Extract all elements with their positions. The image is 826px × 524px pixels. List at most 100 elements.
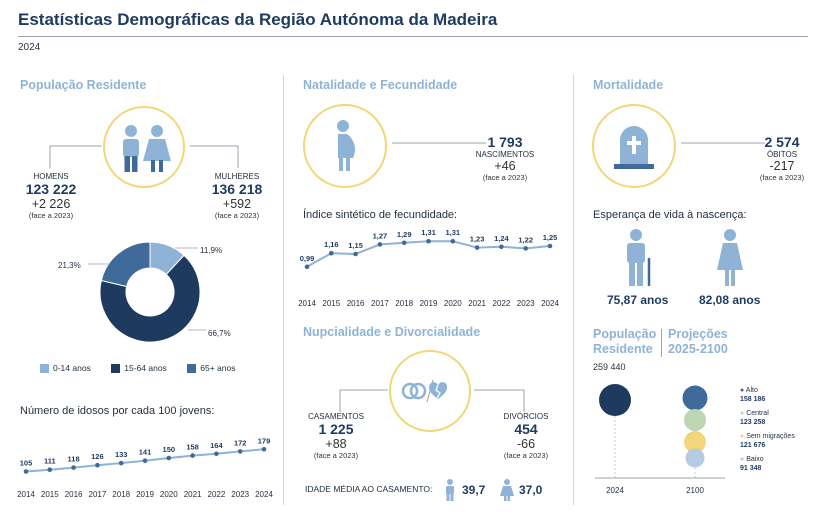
- donut-slice: [99, 254, 201, 343]
- projecoes-heading-a: População Residente: [593, 327, 656, 357]
- data-label: 158: [186, 443, 199, 452]
- populacao-connectors: [49, 145, 239, 168]
- x-tick-label: 2020: [444, 299, 462, 308]
- x-tick-label: 2022: [208, 490, 226, 499]
- column-divider-2: [573, 75, 574, 505]
- data-label: 1,29: [397, 230, 412, 239]
- legend-value: 158 186: [740, 396, 766, 403]
- column-divider-1: [283, 75, 284, 505]
- legend-dot: ●: [740, 387, 745, 394]
- obitos-note: (face a 2023): [759, 173, 805, 182]
- legend-dot: ●: [740, 433, 745, 440]
- projection-base-dot: [599, 384, 631, 416]
- legend-label: 65+ anos: [200, 363, 236, 373]
- legend-swatch: [40, 364, 49, 374]
- data-label: 1,31: [445, 228, 460, 237]
- projecoes-separator: [661, 329, 662, 357]
- age-legend: 0-14 anos 15-64 anos 65+ anos: [40, 358, 235, 376]
- legend-name: Sem migrações: [746, 433, 795, 440]
- pregnant-woman-icon: [303, 104, 387, 188]
- x-tick-label: 2024: [255, 490, 273, 499]
- mulheres-value: 136 218: [211, 181, 263, 197]
- mulheres-delta: +592: [222, 197, 252, 211]
- projection-dot: [683, 408, 707, 432]
- data-label: 1,23: [470, 235, 485, 244]
- donut-label: 21,3%: [58, 261, 81, 270]
- legend-dot: ●: [740, 410, 745, 417]
- x-tick-label: 2022: [493, 299, 511, 308]
- casamentos-delta: +88: [325, 437, 347, 451]
- data-label: 1,27: [373, 231, 388, 240]
- series-point: [142, 458, 148, 463]
- projecoes-heading-b: Projeções 2025-2100: [668, 327, 728, 357]
- series-point: [166, 455, 172, 461]
- header-divider: [18, 36, 808, 37]
- legend-central: ● Central 123 258: [740, 409, 795, 427]
- nupcialidade-connectors: [339, 389, 525, 412]
- data-label: 164: [210, 441, 223, 450]
- heading-a-line1: População: [593, 327, 657, 341]
- casamentos-block: CASAMENTOS 1 225 +88 (face a 2023): [301, 412, 371, 460]
- divorcios-delta: -66: [516, 437, 536, 451]
- projection-dot: [682, 385, 708, 411]
- homens-delta: +2 226: [31, 197, 71, 211]
- legend-label: 0-14 anos: [53, 363, 91, 373]
- nascimentos-label: NASCIMENTOS: [475, 150, 535, 159]
- x-tick-label: 2100: [686, 486, 704, 495]
- x-tick-label: 2020: [160, 490, 178, 499]
- man-icon: [446, 479, 454, 501]
- legend-item-0-14: 0-14 anos: [40, 363, 91, 374]
- nascimentos-value: 1 793: [487, 134, 523, 150]
- data-label: 1,24: [494, 234, 509, 243]
- x-tick-label: 2023: [517, 299, 535, 308]
- divorcios-note: (face a 2023): [503, 451, 549, 460]
- data-label: 1,25: [543, 233, 558, 242]
- mulheres-note: (face a 2023): [214, 211, 260, 220]
- obitos-label: ÓBITOS: [766, 150, 798, 159]
- isf-title: Índice sintético de fecundidade:: [303, 209, 458, 221]
- man-woman-icon: [103, 106, 185, 188]
- homens-label: HOMENS: [33, 172, 69, 181]
- x-tick-label: 2016: [65, 490, 83, 499]
- series-point: [304, 264, 310, 270]
- legend-baixo: ● Baixo 91 348: [740, 455, 795, 473]
- data-label: 1,22: [518, 235, 533, 244]
- series-point: [47, 467, 53, 472]
- elderly-woman-icon: [717, 229, 743, 286]
- mortalidade-heading: Mortalidade: [593, 78, 664, 92]
- idade-mulher-value: 37,0: [519, 483, 543, 497]
- esperanca-title: Esperança de vida à nascença:: [593, 209, 747, 221]
- tombstone-icon: [592, 104, 676, 188]
- legend-item-15-64: 15-64 anos: [111, 363, 167, 374]
- heading-a-line2: Residente: [593, 342, 653, 356]
- projections-chart: 2024 2100: [595, 384, 725, 495]
- rings-broken-heart-icon: [389, 350, 471, 432]
- legend-alto: ● Alto 158 186: [740, 386, 795, 404]
- page-year: 2024: [18, 42, 41, 53]
- legend-name: Central: [746, 410, 769, 417]
- casamentos-label: CASAMENTOS: [308, 412, 364, 421]
- legend-swatch: [111, 364, 121, 374]
- projection-dot: [684, 431, 706, 453]
- series-point: [118, 460, 124, 466]
- data-label: 105: [20, 459, 33, 468]
- x-tick-label: 2015: [322, 299, 340, 308]
- natalidade-heading: Natalidade e Fecundidade: [303, 78, 458, 92]
- age-donut-chart: 11,9% 66,7% 21,3%: [58, 241, 231, 343]
- donut-label: 66,7%: [208, 329, 231, 338]
- x-tick-label: 2018: [112, 490, 130, 499]
- x-tick-label: 2015: [41, 490, 59, 499]
- data-label: 1,15: [348, 241, 363, 250]
- isf-line-chart: 0,99 2014 1,16 2015 1,15 2016 1,27 2017 1,29 2018…: [298, 228, 559, 308]
- series-point: [353, 251, 358, 257]
- series-point: [23, 469, 29, 474]
- legend-value: 123 258: [740, 419, 766, 426]
- woman-icon: [500, 479, 514, 501]
- x-tick-label: 2024: [606, 486, 624, 495]
- data-label: 150: [163, 445, 176, 454]
- legend-name: Baixo: [746, 456, 764, 463]
- series-point: [401, 240, 407, 246]
- legend-item-65: 65+ anos: [187, 363, 236, 374]
- legend-swatch: [187, 364, 197, 374]
- homens-note: (face a 2023): [28, 211, 74, 220]
